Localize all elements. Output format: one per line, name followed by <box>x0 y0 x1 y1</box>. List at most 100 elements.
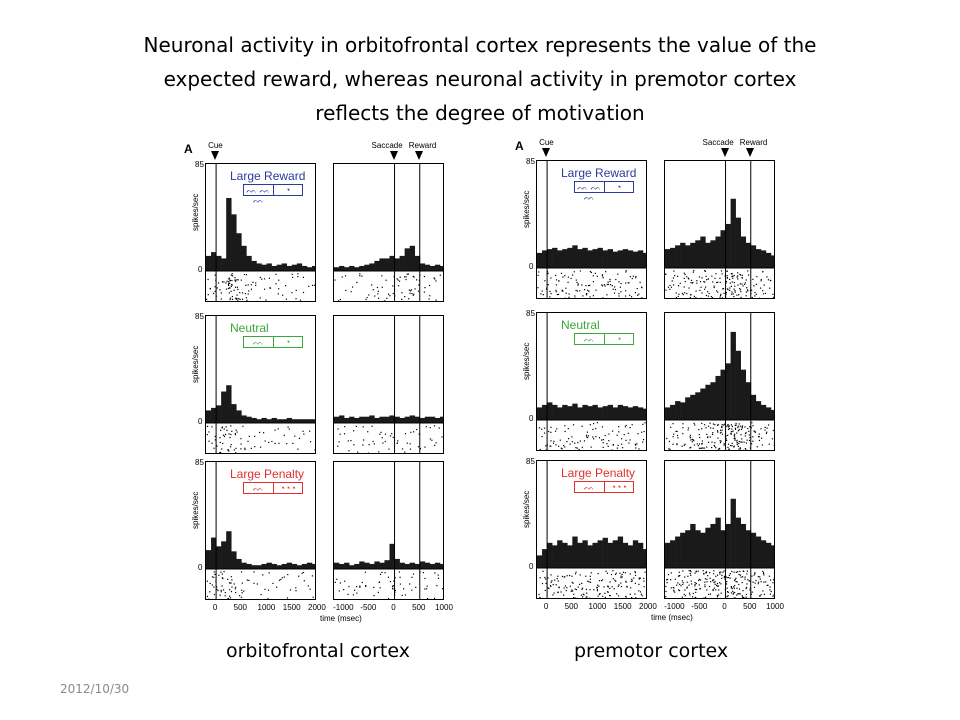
raster-spike <box>572 274 574 276</box>
raster-spike <box>719 571 721 574</box>
raster-spike <box>276 586 278 588</box>
raster-spike <box>253 571 255 573</box>
raster-spike <box>338 441 340 443</box>
raster-spike <box>268 277 270 279</box>
histogram-bar <box>567 247 573 268</box>
histogram-bar <box>236 558 242 569</box>
raster-spike <box>738 294 740 296</box>
raster-spike <box>677 295 679 298</box>
raster-spike <box>759 297 761 298</box>
raster-spike <box>667 578 669 581</box>
raster-spike <box>409 448 412 450</box>
raster-spike <box>378 451 380 453</box>
raster-spike <box>413 276 415 278</box>
raster-spike <box>223 571 225 573</box>
raster-spike <box>412 275 414 278</box>
raster-spike <box>547 587 549 589</box>
raster-spike <box>684 595 687 597</box>
raster-spike <box>221 585 223 587</box>
raster-spike <box>684 273 686 276</box>
raster-spike <box>374 295 376 297</box>
histogram-bar <box>236 410 242 423</box>
histogram-bar <box>354 417 360 423</box>
raster-spike <box>690 583 693 585</box>
raster-spike <box>706 589 708 591</box>
raster-spike <box>411 589 413 591</box>
raster-spike <box>721 426 723 429</box>
raster-spike <box>670 579 672 581</box>
raster-spike <box>285 298 288 300</box>
raster-spike <box>606 591 609 593</box>
clock-icon: ◔◔◔ <box>603 482 634 492</box>
raster-spike <box>411 576 413 578</box>
histogram-bar <box>632 406 639 420</box>
raster-spike <box>723 292 725 294</box>
x-axis-label: time (msec) <box>651 613 693 622</box>
raster-spike <box>393 580 395 582</box>
histogram-bar <box>306 419 313 423</box>
raster-spike <box>696 443 698 445</box>
raster-spike <box>733 571 735 573</box>
raster-spike <box>739 574 741 576</box>
raster-spike <box>230 285 232 288</box>
histogram-bar <box>394 258 400 271</box>
raster-spike <box>628 442 630 444</box>
raster-spike <box>728 574 731 576</box>
raster-spike <box>625 580 627 583</box>
raster-spike <box>695 588 698 591</box>
raster-spike <box>398 285 400 287</box>
raster-spike <box>733 434 735 437</box>
histogram-bar <box>404 563 410 569</box>
raster-spike <box>726 591 729 593</box>
raster-spike <box>769 593 771 595</box>
raster-spike <box>615 580 617 582</box>
raster-spike <box>392 585 394 587</box>
histogram-bar <box>675 401 681 420</box>
raster-spike <box>676 430 678 433</box>
raster-spike <box>234 277 236 279</box>
raster-spike <box>734 424 736 426</box>
raster-spike <box>741 441 743 443</box>
histogram-bar <box>617 536 624 568</box>
histogram-bar <box>750 245 757 268</box>
raster-spike <box>399 583 401 585</box>
raster-spike <box>220 292 222 294</box>
raster-spike <box>567 427 569 430</box>
raster-spike <box>550 445 552 447</box>
histogram-bar <box>755 401 762 420</box>
raster-spike <box>704 286 707 288</box>
y-axis-label: spikes/sec <box>191 491 200 529</box>
raster-spike <box>574 295 576 297</box>
raster-spike <box>213 571 215 573</box>
raster-spike <box>401 448 404 450</box>
raster-spike <box>706 446 708 448</box>
raster-spike <box>558 586 560 588</box>
histogram-bar <box>592 542 598 568</box>
raster-spike <box>254 446 256 448</box>
raster-spike <box>741 581 743 584</box>
raster-spike <box>586 431 588 433</box>
raster-spike <box>288 428 290 430</box>
raster-spike <box>716 594 719 597</box>
raster-spike <box>441 436 443 438</box>
psth-panel-right <box>333 315 444 454</box>
raster-spike <box>314 449 315 451</box>
histogram-bar <box>281 563 288 569</box>
raster-spike <box>381 286 383 288</box>
raster-spike <box>547 284 549 286</box>
raster-spike <box>714 581 716 583</box>
raster-spike <box>541 290 543 292</box>
raster-spike <box>222 589 225 591</box>
raster-spike <box>408 298 410 300</box>
histogram-bar <box>364 416 370 423</box>
raster-spike <box>709 577 711 579</box>
raster-spike <box>752 436 754 438</box>
raster-spike <box>209 582 211 584</box>
y-tick-85: 85 <box>526 309 535 318</box>
raster-spike <box>602 442 604 444</box>
histogram-bar <box>745 530 752 568</box>
raster-spike <box>603 284 605 286</box>
histogram-bar <box>710 523 716 568</box>
histogram-bar <box>291 264 298 271</box>
raster-spike <box>707 295 710 297</box>
